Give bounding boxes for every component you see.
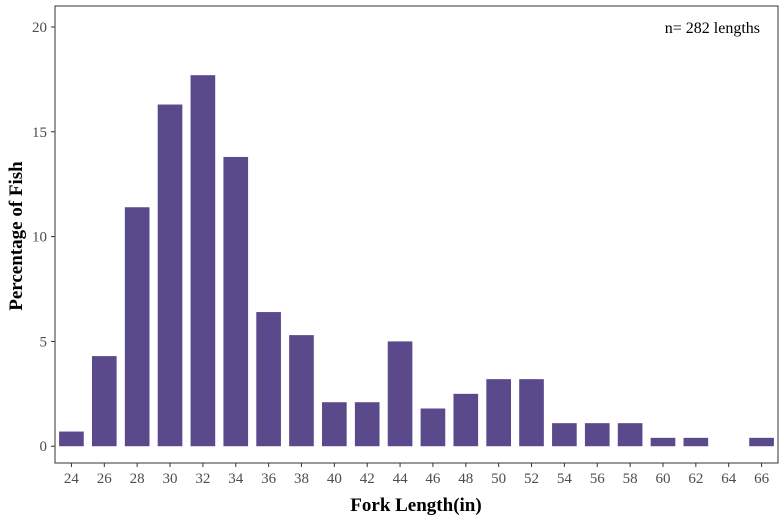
x-tick-label: 60 xyxy=(655,471,670,487)
x-tick-label: 52 xyxy=(524,471,539,487)
y-tick-label: 20 xyxy=(32,20,47,36)
y-tick-label: 0 xyxy=(40,439,48,455)
y-tick-label: 5 xyxy=(40,334,48,350)
x-tick-label: 38 xyxy=(294,471,309,487)
x-tick-label: 28 xyxy=(130,471,145,487)
bar-58 xyxy=(617,423,643,447)
x-tick-label: 58 xyxy=(623,471,638,487)
bar-32 xyxy=(190,75,216,447)
bar-24 xyxy=(59,431,84,447)
bar-30 xyxy=(157,104,183,447)
x-axis-title: Fork Length(in) xyxy=(350,495,481,516)
bar-52 xyxy=(519,379,544,447)
bar-28 xyxy=(124,207,150,447)
bar-50 xyxy=(486,379,511,447)
bar-38 xyxy=(289,335,314,447)
sample-size-annotation: n= 282 lengths xyxy=(665,20,760,37)
bar-40 xyxy=(322,402,347,447)
bar-60 xyxy=(650,437,676,447)
x-tick-label: 64 xyxy=(721,471,737,487)
bar-44 xyxy=(387,341,413,447)
bar-42 xyxy=(354,402,380,447)
x-tick-label: 24 xyxy=(64,471,80,487)
bar-34 xyxy=(223,156,249,447)
plot-panel-border xyxy=(54,5,779,464)
bar-54 xyxy=(552,423,577,447)
bar-26 xyxy=(91,356,117,447)
bar-36 xyxy=(256,312,281,447)
x-tick-label: 62 xyxy=(688,471,703,487)
x-tick-label: 46 xyxy=(425,471,441,487)
x-tick-label: 36 xyxy=(261,471,277,487)
bar-66 xyxy=(749,437,774,447)
x-axis: 24 26 28 30 32 34 36 38 40 42 44 46 48 50 52 54 56 58 60 62… xyxy=(64,463,770,487)
bar-56 xyxy=(584,423,610,447)
bars-group xyxy=(59,75,774,447)
x-tick-label: 48 xyxy=(458,471,473,487)
x-tick-label: 42 xyxy=(360,471,375,487)
x-tick-label: 50 xyxy=(491,471,506,487)
y-axis: 0 5 10 15 20 xyxy=(32,20,55,455)
x-tick-label: 44 xyxy=(393,471,409,487)
x-tick-label: 26 xyxy=(97,471,113,487)
x-tick-label: 54 xyxy=(557,471,573,487)
y-tick-label: 10 xyxy=(32,230,47,246)
x-tick-label: 40 xyxy=(327,471,342,487)
x-tick-label: 32 xyxy=(195,471,210,487)
bar-46 xyxy=(420,408,446,447)
bar-48 xyxy=(453,393,479,447)
x-tick-label: 34 xyxy=(228,471,244,487)
x-tick-label: 66 xyxy=(754,471,770,487)
bar-62 xyxy=(683,437,709,447)
y-axis-title: Percentage of Fish xyxy=(6,161,27,311)
x-tick-label: 30 xyxy=(163,471,178,487)
x-tick-label: 56 xyxy=(590,471,606,487)
y-tick-label: 15 xyxy=(32,125,47,141)
